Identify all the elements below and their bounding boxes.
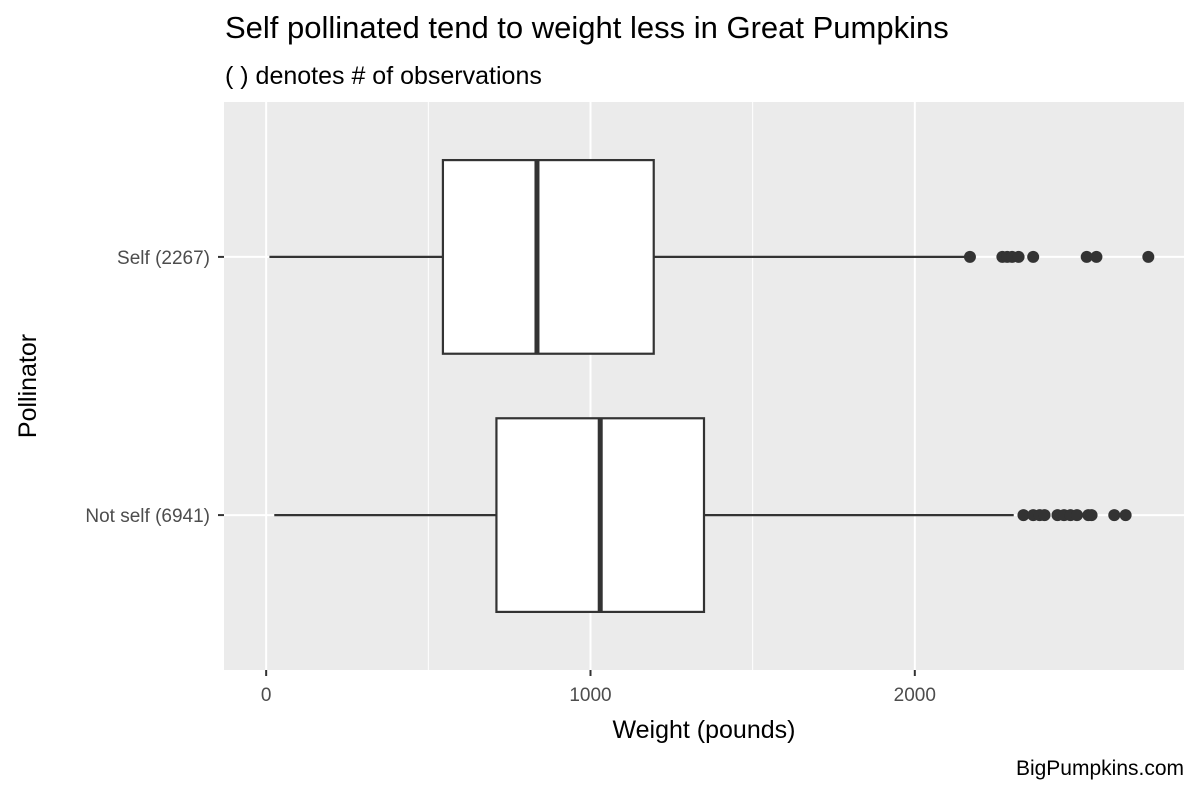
- outlier-point: [1080, 250, 1093, 263]
- outlier-point: [1038, 509, 1051, 522]
- outlier-point: [963, 250, 976, 263]
- outlier-point: [1017, 509, 1030, 522]
- box-group: [269, 158, 1155, 355]
- iqr-box: [441, 158, 655, 355]
- outlier-point: [1027, 250, 1040, 263]
- x-axis-title: Weight (pounds): [613, 716, 796, 744]
- box-series: [269, 158, 1155, 614]
- axes: Self (2267) Not self (6941) 0 1000 2000: [85, 248, 936, 706]
- x-tick-label: 0: [261, 685, 272, 706]
- y-tick-label: Not self (6941): [85, 506, 210, 527]
- outlier-point: [1070, 509, 1083, 522]
- chart-title: Self pollinated tend to weight less in G…: [225, 10, 949, 45]
- outlier-point: [1142, 250, 1155, 263]
- chart-subtitle: ( ) denotes # of observations: [225, 62, 542, 90]
- outlier-point: [1085, 509, 1098, 522]
- outlier-point: [1090, 250, 1103, 263]
- x-tick-label: 2000: [894, 685, 936, 706]
- outlier-point: [1108, 509, 1121, 522]
- x-tick-label: 1000: [569, 685, 611, 706]
- source-caption: BigPumpkins.com: [1015, 757, 1184, 780]
- outlier-point: [1119, 509, 1132, 522]
- box-group: [274, 417, 1132, 614]
- outlier-point: [1012, 250, 1025, 263]
- y-tick-label: Self (2267): [117, 248, 210, 269]
- y-axis-title: Pollinator: [14, 334, 42, 438]
